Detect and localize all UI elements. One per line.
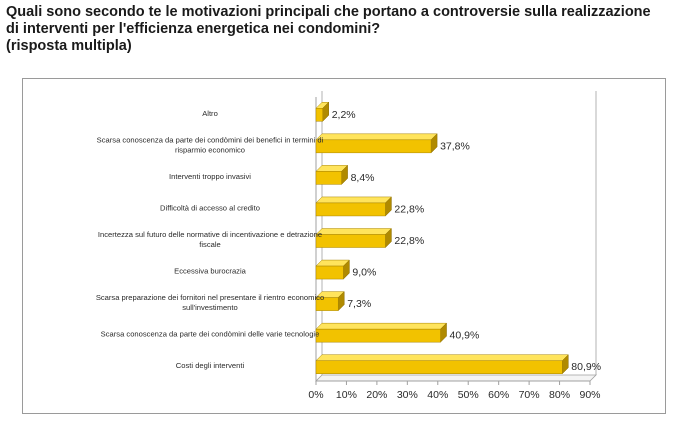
bar <box>315 202 386 217</box>
category-label: Scarsa conoscenza da parte dei condòmini… <box>97 135 324 144</box>
category-label: Eccessiva burocrazia <box>174 267 247 276</box>
data-label: 37,8% <box>440 140 470 152</box>
bar <box>315 108 323 122</box>
chart-title-line-1: Quali sono secondo te le motivazioni pri… <box>6 4 651 20</box>
data-label: 22,8% <box>394 235 424 247</box>
category-label: Interventi troppo invasivi <box>169 172 251 181</box>
x-tick-label: 70% <box>519 389 540 401</box>
x-tick-label: 90% <box>579 389 600 401</box>
x-tick-label: 50% <box>458 389 479 401</box>
bar-top-face <box>315 133 438 141</box>
category-label: risparmio economico <box>175 145 245 154</box>
x-tick-label: 0% <box>308 389 323 401</box>
category-label: Scarsa conoscenza da parte dei condòmini… <box>101 330 320 339</box>
bar <box>315 171 342 185</box>
bar-top-face <box>315 196 393 204</box>
bar-chart: 0% 10% 20% 30% 40% 50% 60% 70% 80% 90% 2,2% Altro 37… <box>96 91 601 401</box>
data-label: 8,4% <box>351 172 375 184</box>
bar <box>315 297 339 311</box>
chart-floor <box>315 374 597 382</box>
category-label: sull'investimento <box>182 303 237 312</box>
bar-top-face <box>315 354 569 361</box>
chart-title: Quali sono secondo te le motivazioni pri… <box>6 4 690 55</box>
chart-title-line-3: (risposta multipla) <box>6 38 132 54</box>
bar <box>315 328 441 343</box>
category-label: Incertezza sul futuro delle normative di… <box>98 230 322 239</box>
x-tick-label: 10% <box>336 389 357 401</box>
x-tick-label: 20% <box>366 389 387 401</box>
x-tick-label: 40% <box>427 389 448 401</box>
data-label: 40,9% <box>450 330 480 342</box>
data-label: 9,0% <box>352 267 376 279</box>
x-tick-label: 80% <box>549 389 570 401</box>
bar-top-face <box>315 228 393 235</box>
bar <box>315 139 432 154</box>
category-label: Scarsa preparazione dei fornitori nel pr… <box>96 293 324 302</box>
data-label: 22,8% <box>394 203 424 215</box>
category-label: fiscale <box>199 240 221 249</box>
data-label: 2,2% <box>332 109 356 121</box>
bar <box>315 360 563 374</box>
x-tick-label: 60% <box>488 389 509 401</box>
data-label: 80,9% <box>571 361 601 373</box>
category-label: Difficoltà di accesso al credito <box>160 203 260 212</box>
bar-top-face <box>315 322 448 330</box>
data-label: 7,3% <box>347 298 371 310</box>
bar <box>315 265 344 280</box>
chart-title-line-2: di interventi per l'efficienza energetic… <box>6 21 381 37</box>
x-tick-label: 30% <box>397 389 418 401</box>
category-label: Altro <box>202 109 218 118</box>
chart-frame: 0% 10% 20% 30% 40% 50% 60% 70% 80% 90% 2,2% Altro 37… <box>22 78 666 414</box>
bar <box>315 234 386 248</box>
category-label: Costi degli interventi <box>176 361 245 370</box>
